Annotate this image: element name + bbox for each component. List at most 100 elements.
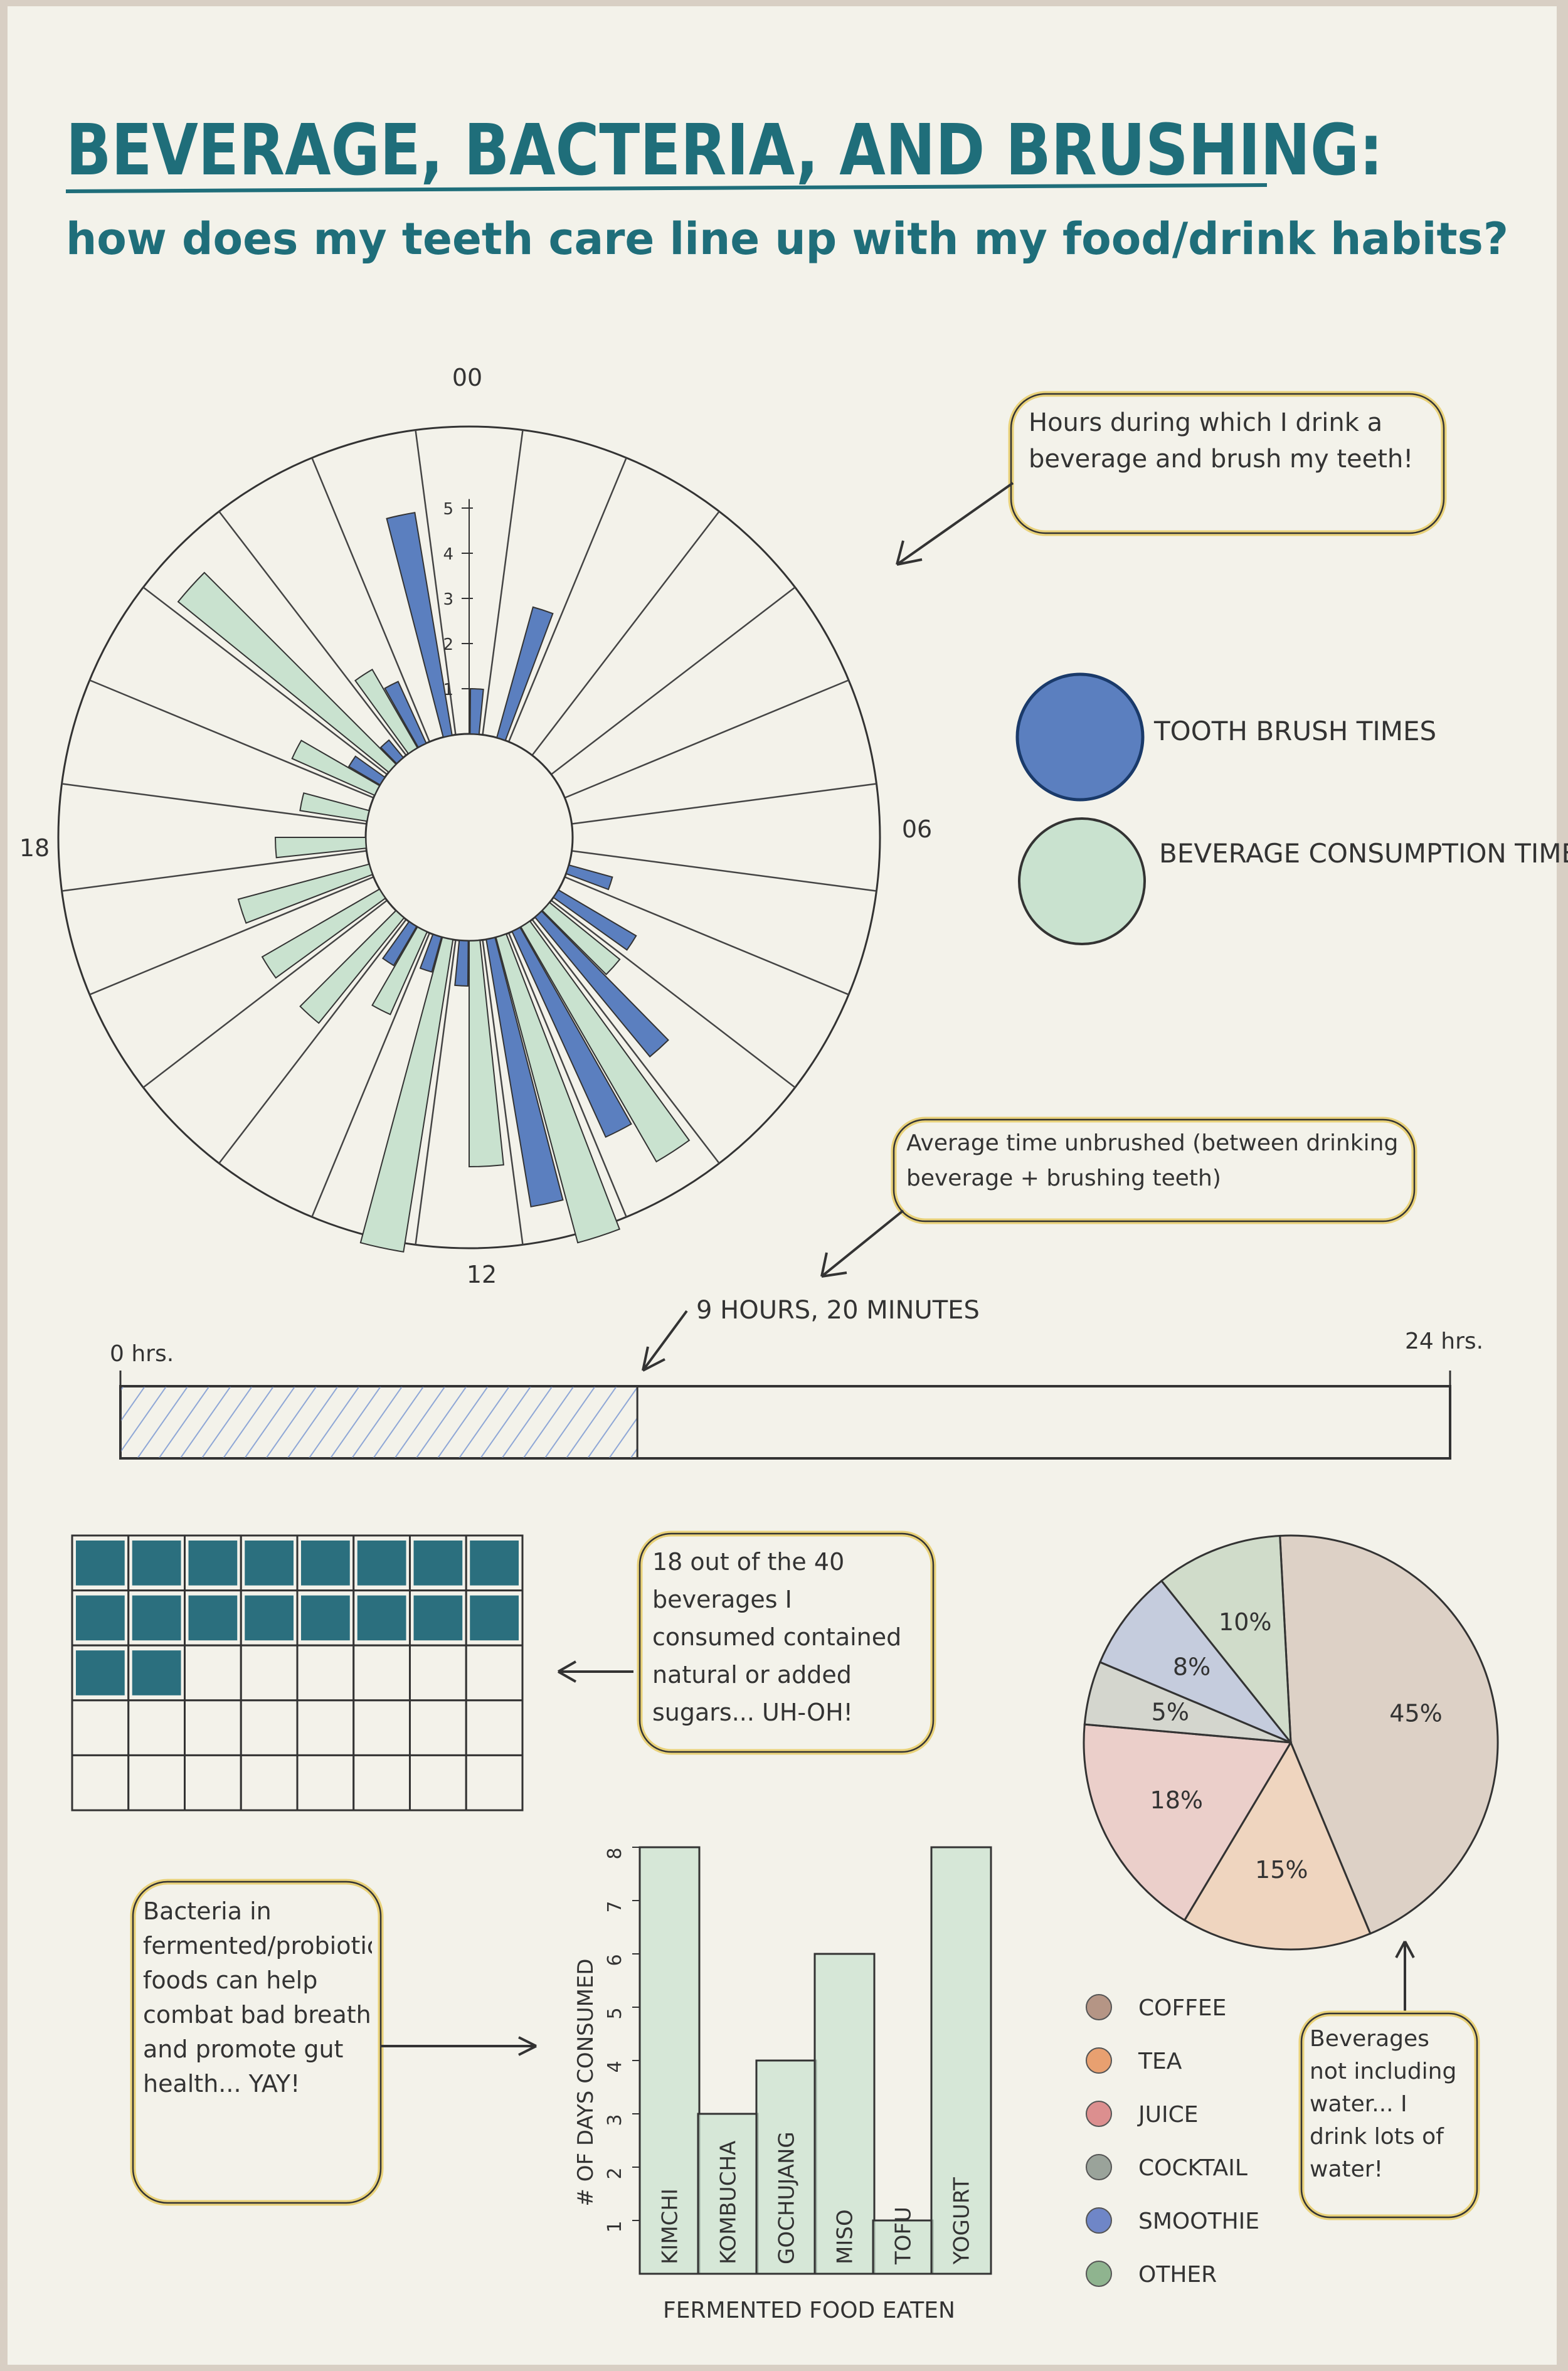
ferment-tick-label: 2	[604, 2167, 626, 2179]
waffle-cell	[409, 1699, 467, 1756]
waffle-cell	[127, 1754, 186, 1811]
beverage-bar	[541, 901, 621, 975]
beverage-bar	[291, 740, 381, 797]
beverage-bar	[469, 940, 504, 1168]
pie-slice-label: 5%	[1152, 1698, 1189, 1726]
bar-end-label: 24 hrs.	[1405, 1329, 1483, 1354]
waffle-filled-cell	[132, 1595, 181, 1641]
brush-bar	[485, 936, 564, 1207]
waffle-filled-cell	[76, 1541, 125, 1586]
unbrushed-annotation-text: Average time unbrushed (between drinking…	[906, 1130, 1399, 1191]
hour-label-06: 06	[902, 815, 932, 843]
waffle-cell	[296, 1754, 355, 1811]
beverage-bar	[299, 792, 370, 822]
beverage-bar	[359, 936, 454, 1253]
pie-legend-label: OTHER	[1138, 2262, 1217, 2288]
radial-spoke	[507, 457, 627, 743]
waffle-cell	[296, 1644, 355, 1702]
pie-legend-swatch	[1086, 2261, 1112, 2287]
pie-legend-swatch	[1086, 2154, 1112, 2180]
waffle-cell	[352, 1754, 411, 1811]
waffle-cell	[352, 1699, 411, 1756]
waffle-cell	[240, 1754, 299, 1811]
title-underline	[65, 183, 1268, 193]
radial-spoke	[415, 940, 457, 1245]
ferment-bar	[638, 1846, 701, 2275]
ferment-tick-label: 5	[604, 2007, 626, 2019]
waffle-cell	[465, 1644, 524, 1702]
radial-spoke	[571, 850, 877, 892]
radial-spoke	[507, 932, 627, 1217]
beverage-bar	[261, 888, 386, 979]
fermented-bar-chart: 1 2 3 4 5 6 7 8 KIMCHI KOMBUCHA GOCHUJANG MISO TOFU Y…	[604, 1846, 992, 2275]
pie-slice-label: 45%	[1389, 1700, 1442, 1727]
radial-spoke	[61, 783, 367, 825]
beverage-pie-chart: 45% 15% 18% 5% 8% 10%	[1083, 1534, 1499, 1951]
ferment-tick-label: 1	[604, 2220, 626, 2232]
radial-spoke	[482, 940, 524, 1245]
radial-tick-label: 3	[443, 590, 453, 609]
ferment-ylabel: # OF DAYS CONSUMED	[573, 1958, 598, 2206]
radial-spoke	[218, 919, 407, 1164]
ferment-xlabel: FERMENTED FOOD EATEN	[663, 2298, 955, 2323]
pie-slice-label: 10%	[1219, 1608, 1271, 1636]
radial-tick-label: 1	[443, 681, 453, 699]
ferment-category-label: MISO	[833, 2209, 858, 2264]
sugar-waffle-chart	[71, 1534, 524, 1811]
waffle-filled-cell	[245, 1541, 294, 1586]
radial-spoke	[142, 899, 388, 1088]
radial-spoke	[311, 932, 431, 1217]
waffle-cell	[71, 1699, 130, 1756]
waffle-filled-cell	[357, 1541, 406, 1586]
unbrushed-annotation-arrow	[820, 1209, 904, 1278]
ferment-category-label: YOGURT	[950, 2177, 975, 2265]
waffle-cell	[352, 1644, 411, 1702]
pie-slice	[1279, 1534, 1499, 1935]
waffle-cell	[409, 1644, 467, 1702]
pie-legend-label: COFFEE	[1138, 1995, 1226, 2021]
legend-label-brush: TOOTH BRUSH TIMES	[1153, 716, 1436, 746]
pie-legend-swatch	[1086, 2047, 1112, 2074]
pie-slice-label: 8%	[1173, 1653, 1210, 1681]
waffle-cell	[465, 1754, 524, 1811]
ferment-tick-label: 8	[604, 1847, 626, 1859]
ferment-tick-label: 3	[604, 2114, 626, 2126]
radial-tick-label: 4	[443, 545, 453, 564]
radial-spoke	[551, 586, 796, 775]
waffle-filled-cell	[357, 1595, 406, 1641]
unbrushed-value-label: 9 HOURS, 20 MINUTES	[696, 1296, 980, 1325]
pie-slice	[1083, 1723, 1293, 1922]
ferment-bar	[930, 1846, 992, 2275]
ferment-tick-label: 4	[604, 2061, 626, 2072]
radial-bars	[177, 512, 691, 1253]
sugar-annotation-text: 18 out of the 40 beverages I consumed co…	[652, 1548, 902, 1726]
waffle-cell	[184, 1754, 242, 1811]
hour-label-00: 00	[452, 364, 482, 391]
ferment-category-label: KOMBUCHA	[716, 2141, 741, 2264]
ferment-category-label: GOCHUJANG	[775, 2131, 800, 2264]
brush-bar	[495, 606, 554, 741]
waffle-filled-cell	[413, 1595, 463, 1641]
waffle-filled-cell	[301, 1541, 350, 1586]
waffle-cell	[409, 1754, 467, 1811]
ferment-category-label: TOFU	[891, 2207, 916, 2265]
unbrushed-value-arrow	[642, 1310, 688, 1372]
waffle-cell	[184, 1644, 242, 1702]
waffle-filled-cell	[301, 1595, 350, 1641]
radial-spoke	[311, 457, 431, 743]
pie-slice	[1160, 1534, 1292, 1746]
radial-tick-label: 5	[443, 500, 453, 519]
pie-legend-label: TEA	[1138, 2049, 1182, 2074]
radial-spoke	[142, 586, 388, 775]
waffle-cell	[296, 1699, 355, 1756]
brush-bar	[552, 889, 637, 951]
pie-legend-label: COCKTAIL	[1138, 2155, 1248, 2181]
waffle-cell	[465, 1699, 524, 1756]
ferment-bar	[813, 1953, 876, 2275]
beverage-bar	[177, 571, 397, 773]
beverage-bar	[354, 669, 418, 755]
brush-bar	[534, 910, 669, 1058]
brush-bar	[565, 864, 613, 891]
radial-spoke	[89, 876, 374, 995]
